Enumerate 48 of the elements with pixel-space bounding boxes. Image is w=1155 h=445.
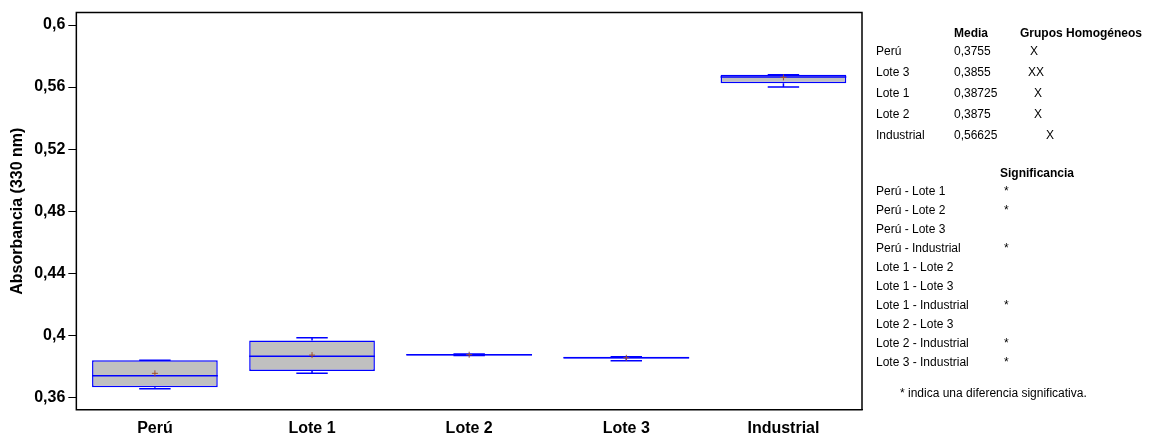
text: 0,3755 — [954, 44, 991, 58]
text: Perú - Lote 1 — [876, 184, 946, 198]
y-tick-label: 0,4 — [43, 325, 66, 343]
y-tick-label: 0,44 — [34, 263, 66, 281]
text: Grupos Homogéneos — [1020, 26, 1143, 40]
text: Industrial — [876, 128, 925, 142]
text: * — [1004, 203, 1009, 217]
text: XX — [1028, 65, 1045, 79]
x-tick-label: Lote 3 — [602, 418, 650, 436]
text: Lote 1 - Lote 3 — [876, 279, 954, 293]
y-tick-label: 0,48 — [34, 201, 66, 219]
text: Perú — [876, 44, 902, 58]
text: Lote 1 - Lote 2 — [876, 260, 954, 274]
text: * — [1004, 298, 1009, 312]
text: Lote 2 - Lote 3 — [876, 317, 954, 331]
text: 0,3875 — [954, 107, 991, 121]
text: Lote 1 - Industrial — [876, 298, 969, 312]
text: * — [1004, 336, 1009, 350]
y-tick-label: 0,52 — [34, 139, 66, 157]
text: * — [1004, 355, 1009, 369]
text: * — [1004, 184, 1009, 198]
text: Perú - Lote 2 — [876, 203, 946, 217]
text: 0,3855 — [954, 65, 991, 79]
text: * indica una diferencia significativa. — [900, 386, 1087, 400]
text: Lote 2 - Industrial — [876, 336, 969, 350]
x-tick-label: Perú — [137, 418, 173, 436]
text: X — [1030, 44, 1039, 58]
y-tick-label: 0,6 — [43, 15, 66, 33]
x-tick-label: Lote 1 — [288, 418, 336, 436]
text: Significancia — [1000, 166, 1075, 180]
text: Lote 3 — [876, 65, 910, 79]
x-tick-label: Lote 2 — [445, 418, 493, 436]
text: X — [1034, 107, 1043, 121]
text: Lote 2 — [876, 107, 910, 121]
x-tick-label: Industrial — [747, 418, 820, 436]
y-axis-title: Absorbancia (330 nm) — [8, 127, 26, 295]
text: 0,38725 — [954, 86, 998, 100]
text: X — [1046, 128, 1055, 142]
text: * — [1004, 241, 1009, 255]
text: Lote 1 — [876, 86, 910, 100]
y-tick-label: 0,56 — [34, 77, 66, 95]
text: Perú - Industrial — [876, 241, 961, 255]
text: Lote 3 - Industrial — [876, 355, 969, 369]
text: Perú - Lote 3 — [876, 222, 946, 236]
text: 0,56625 — [954, 128, 998, 142]
y-tick-label: 0,36 — [34, 387, 66, 405]
text: Media — [954, 26, 989, 40]
text: X — [1034, 86, 1043, 100]
